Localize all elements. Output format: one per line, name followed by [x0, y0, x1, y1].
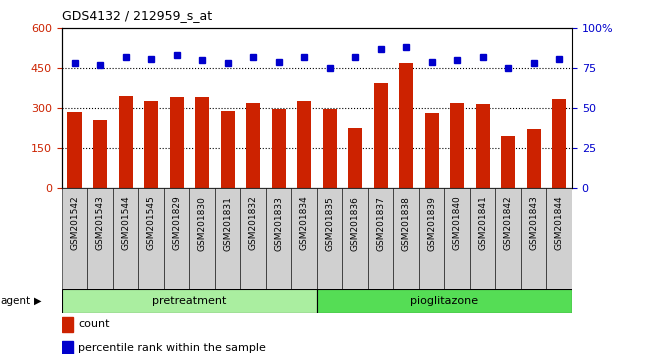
Bar: [547, 188, 572, 289]
Text: pioglitazone: pioglitazone: [410, 296, 478, 306]
Bar: [393, 188, 419, 289]
Bar: [322, 109, 337, 188]
Bar: [93, 120, 107, 188]
Text: agent: agent: [1, 296, 31, 306]
Bar: [445, 188, 470, 289]
Bar: [297, 101, 311, 188]
Text: GSM201542: GSM201542: [70, 196, 79, 250]
Bar: [526, 129, 541, 188]
Bar: [113, 188, 138, 289]
Bar: [374, 83, 387, 188]
Bar: [450, 103, 464, 188]
Text: GSM201842: GSM201842: [504, 196, 513, 250]
Text: GSM201829: GSM201829: [172, 196, 181, 250]
Bar: [68, 112, 81, 188]
Bar: [348, 128, 362, 188]
Bar: [317, 289, 572, 313]
Bar: [87, 188, 113, 289]
Bar: [138, 188, 164, 289]
Bar: [195, 97, 209, 188]
Bar: [343, 188, 368, 289]
Bar: [266, 188, 291, 289]
Text: GSM201838: GSM201838: [402, 196, 411, 251]
Text: count: count: [78, 319, 110, 329]
Bar: [170, 97, 183, 188]
Bar: [189, 188, 214, 289]
Bar: [521, 188, 547, 289]
Bar: [368, 188, 393, 289]
Text: GSM201543: GSM201543: [96, 196, 105, 250]
Bar: [476, 104, 489, 188]
Bar: [495, 188, 521, 289]
Bar: [62, 341, 73, 354]
Text: GDS4132 / 212959_s_at: GDS4132 / 212959_s_at: [62, 9, 212, 22]
Bar: [240, 188, 266, 289]
Text: GSM201831: GSM201831: [223, 196, 232, 251]
Bar: [424, 113, 439, 188]
Bar: [220, 110, 235, 188]
Text: percentile rank within the sample: percentile rank within the sample: [78, 343, 266, 353]
Text: GSM201840: GSM201840: [452, 196, 462, 250]
Bar: [419, 188, 445, 289]
Bar: [399, 63, 413, 188]
Text: GSM201835: GSM201835: [325, 196, 334, 251]
Bar: [118, 96, 133, 188]
Text: GSM201841: GSM201841: [478, 196, 488, 250]
Bar: [291, 188, 317, 289]
Bar: [62, 317, 73, 332]
Text: GSM201544: GSM201544: [121, 196, 130, 250]
Bar: [317, 188, 343, 289]
Text: GSM201545: GSM201545: [146, 196, 155, 250]
Text: GSM201844: GSM201844: [554, 196, 564, 250]
Bar: [62, 289, 317, 313]
Text: GSM201843: GSM201843: [529, 196, 538, 250]
Text: GSM201837: GSM201837: [376, 196, 385, 251]
Bar: [62, 188, 87, 289]
Text: GSM201833: GSM201833: [274, 196, 283, 251]
Bar: [164, 188, 189, 289]
Text: GSM201834: GSM201834: [300, 196, 309, 250]
Bar: [214, 188, 240, 289]
Text: GSM201836: GSM201836: [350, 196, 359, 251]
Bar: [272, 109, 285, 188]
Text: GSM201839: GSM201839: [427, 196, 436, 251]
Bar: [501, 136, 515, 188]
Text: GSM201830: GSM201830: [198, 196, 207, 251]
Text: ▶: ▶: [34, 296, 42, 306]
Bar: [470, 188, 495, 289]
Bar: [246, 103, 260, 188]
Text: pretreatment: pretreatment: [152, 296, 226, 306]
Text: GSM201832: GSM201832: [248, 196, 257, 250]
Bar: [552, 99, 566, 188]
Bar: [144, 101, 158, 188]
